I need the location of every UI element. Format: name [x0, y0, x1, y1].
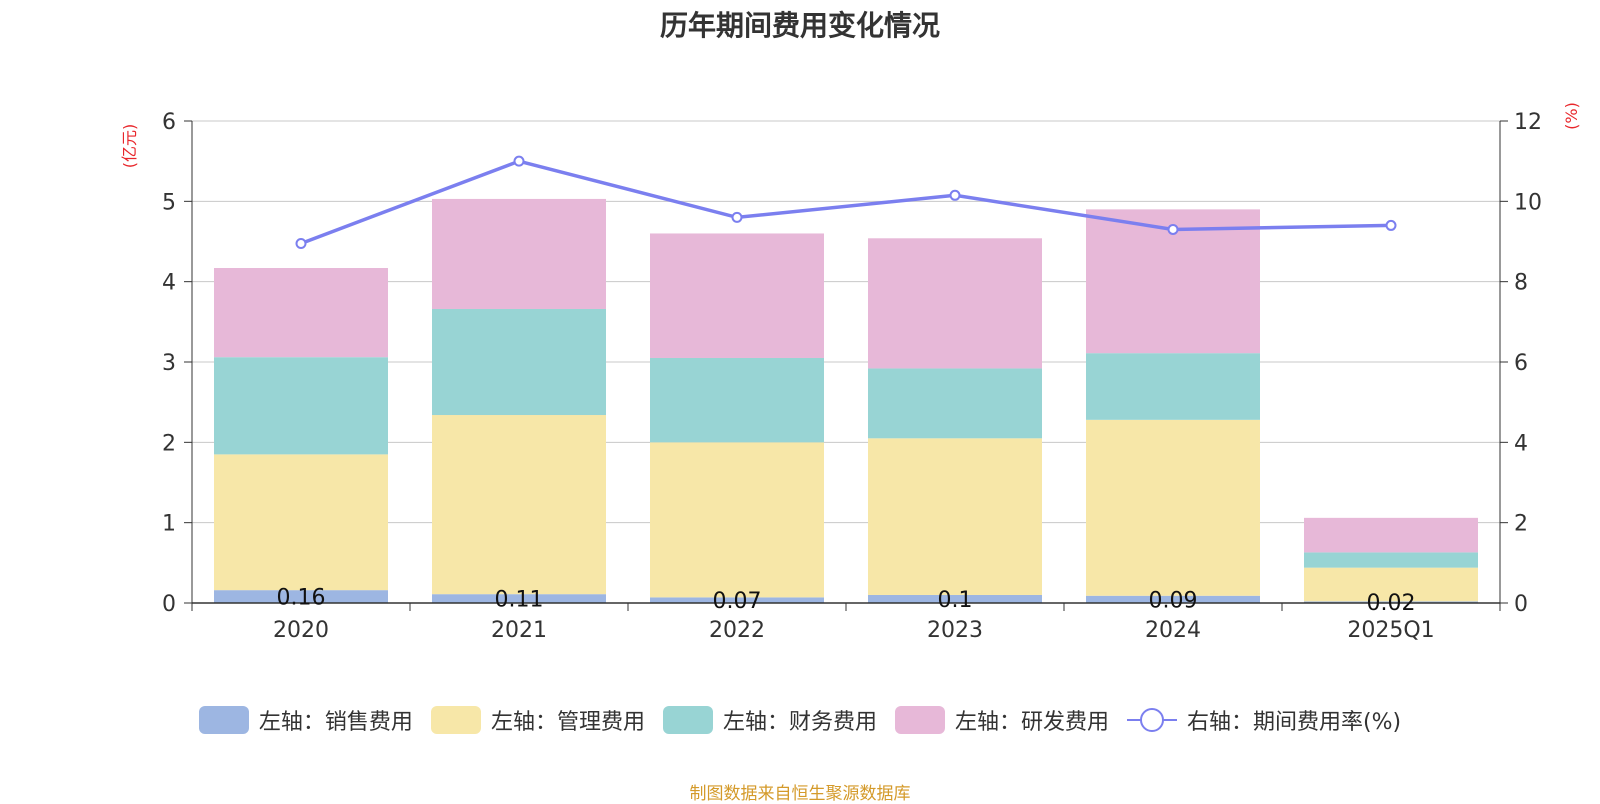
y-tick-label-left: 1 — [162, 512, 176, 537]
bar-segment — [214, 357, 388, 455]
bar-segment — [650, 233, 824, 358]
bar-segment — [432, 308, 606, 416]
legend-label: 左轴：销售费用 — [258, 710, 413, 735]
legend-item[interactable]: 左轴：财务费用 — [662, 704, 877, 736]
legend-line-marker-icon — [1126, 708, 1177, 732]
bar-segment — [1086, 419, 1260, 596]
legend-swatch — [894, 706, 945, 734]
rate-point — [295, 238, 307, 250]
bar-segment — [432, 415, 606, 595]
bar-segment — [650, 357, 824, 443]
bar-segment — [214, 268, 388, 358]
y-tick-label-right: 12 — [1514, 110, 1542, 135]
rate-line — [300, 159, 1392, 246]
legend-label: 左轴：管理费用 — [490, 710, 645, 735]
y-tick-label-right: 0 — [1514, 592, 1528, 617]
bar-segment — [650, 442, 824, 598]
y-tick-label-left: 4 — [162, 271, 176, 296]
bar-segment — [1304, 601, 1478, 603]
legend: 左轴：销售费用 左轴：管理费用 左轴：财务费用 左轴：研发费用 右轴：期间费用率(%) — [0, 703, 1600, 737]
bar-segment — [1304, 567, 1478, 602]
bar-data-label: 0.1 — [938, 588, 973, 613]
rate-point — [949, 189, 961, 201]
y-tick-label-right: 8 — [1514, 271, 1528, 296]
x-tick-label: 2020 — [273, 618, 329, 643]
legend-item[interactable]: 左轴：销售费用 — [198, 704, 413, 736]
rate-point — [731, 211, 743, 223]
x-tick-label: 2021 — [491, 618, 547, 643]
x-tick-label: 2023 — [927, 618, 983, 643]
y-tick-label-left: 0 — [162, 592, 176, 617]
legend-label: 右轴：期间费用率(%) — [1186, 710, 1402, 735]
data-labels: 0.16 0.11 0.07 0.1 0.09 0.02 — [277, 586, 1416, 617]
chart-title: 历年期间费用变化情况 — [659, 9, 940, 42]
y-tick-label-right: 2 — [1514, 512, 1528, 537]
y-tick-label-left: 2 — [162, 431, 176, 456]
bar-data-label: 0.09 — [1149, 588, 1198, 613]
bar-segment — [1086, 595, 1260, 603]
bar-segment — [868, 594, 1042, 603]
bar-data-label: 0.11 — [495, 588, 544, 613]
y-tick-label-left: 3 — [162, 351, 176, 376]
bar-segment — [868, 368, 1042, 439]
legend-swatch — [430, 706, 481, 734]
y-axis-left-label: (亿元) — [120, 124, 139, 169]
bar-segment — [432, 198, 606, 309]
bar-segment — [214, 590, 388, 603]
y-tick-label-left: 5 — [162, 190, 176, 215]
y-tick-label-left: 6 — [162, 110, 176, 135]
source-note: 制图数据来自恒生聚源数据库 — [689, 784, 911, 804]
legend-label: 左轴：研发费用 — [954, 710, 1109, 735]
grid-lines — [192, 120, 1500, 524]
x-tick-label: 2022 — [709, 618, 765, 643]
bar-segment — [1304, 552, 1478, 568]
y-tick-label-right: 6 — [1514, 351, 1528, 376]
legend-swatch — [662, 706, 713, 734]
y-axis-right-label: (%) — [1562, 102, 1581, 130]
rate-point — [1385, 219, 1397, 231]
bar-group — [214, 198, 1478, 603]
y-tick-label-right: 10 — [1514, 190, 1542, 215]
legend-item[interactable]: 右轴：期间费用率(%) — [1126, 704, 1402, 736]
bar-data-label: 0.02 — [1367, 591, 1416, 616]
y-tick-label-right: 4 — [1514, 431, 1528, 456]
bar-segment — [868, 238, 1042, 369]
x-tick-label: 2025Q1 — [1347, 618, 1434, 643]
legend-label: 左轴：财务费用 — [722, 710, 877, 735]
bar-segment — [432, 594, 606, 603]
bar-segment — [650, 597, 824, 603]
bar-segment — [1304, 517, 1478, 553]
rate-point — [513, 155, 525, 167]
bar-segment — [868, 438, 1042, 595]
rate-point — [1167, 223, 1179, 235]
bar-data-label: 0.07 — [713, 589, 762, 614]
legend-item[interactable]: 左轴：管理费用 — [430, 704, 645, 736]
bar-segment — [1086, 353, 1260, 420]
legend-swatch — [198, 706, 249, 734]
bar-segment — [214, 454, 388, 591]
rate-line-group — [295, 155, 1397, 250]
legend-item[interactable]: 左轴：研发费用 — [894, 704, 1109, 736]
bar-data-label: 0.16 — [277, 586, 326, 611]
x-tick-label: 2024 — [1145, 618, 1201, 643]
